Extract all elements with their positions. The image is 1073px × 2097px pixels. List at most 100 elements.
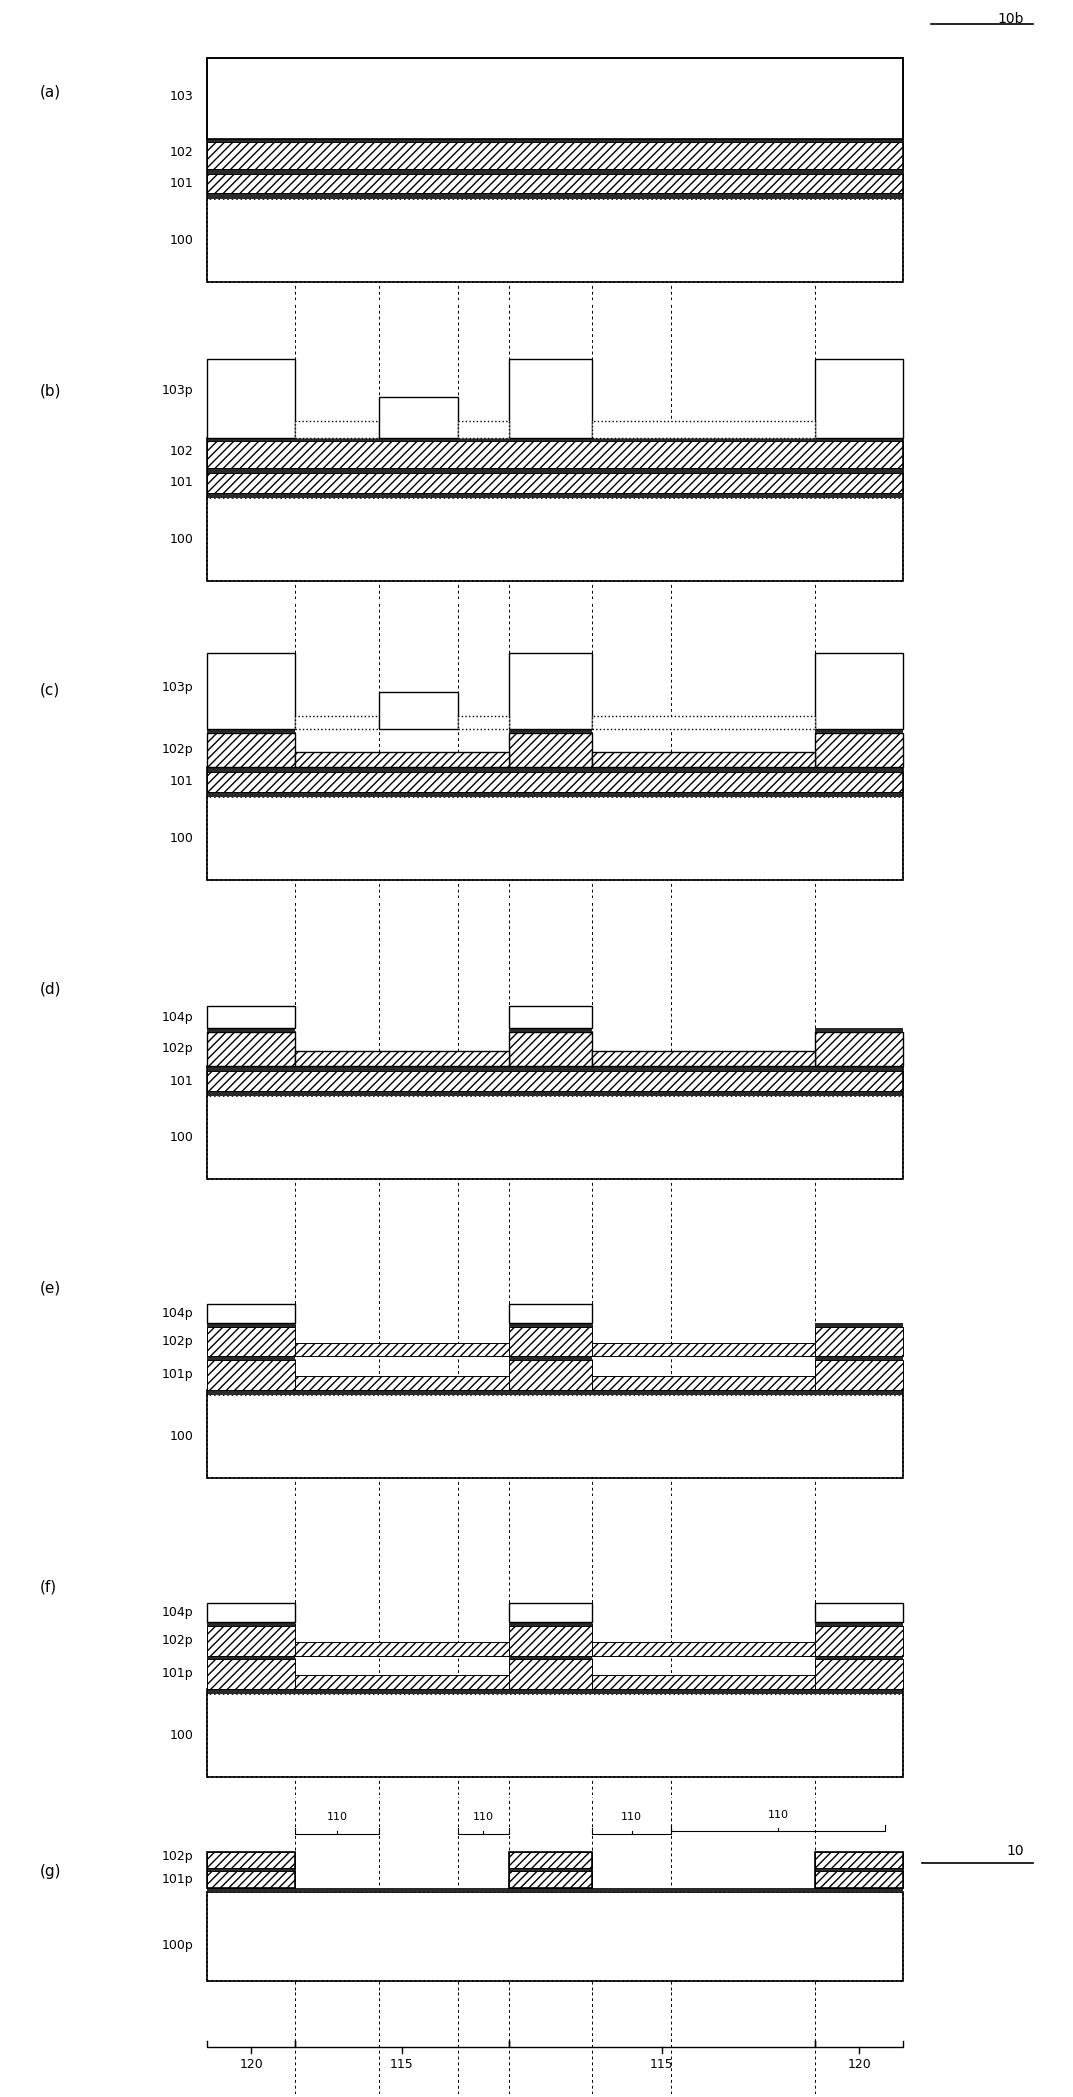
Bar	[207, 1659, 295, 1688]
Bar	[207, 438, 903, 581]
Bar	[509, 1304, 592, 1323]
Text: 100: 100	[170, 533, 193, 545]
Bar	[207, 193, 903, 199]
Bar	[207, 1688, 903, 1694]
Bar	[815, 730, 903, 732]
Bar	[815, 1357, 903, 1361]
Text: 100: 100	[170, 1130, 193, 1145]
Bar	[815, 1361, 903, 1390]
Bar	[207, 1007, 295, 1028]
Text: 102: 102	[170, 147, 193, 159]
Bar	[207, 59, 903, 138]
Bar	[815, 732, 903, 768]
Bar	[295, 1376, 509, 1390]
Text: 100: 100	[170, 235, 193, 247]
Bar	[295, 1642, 509, 1655]
Text: 10: 10	[1006, 1843, 1024, 1858]
Bar	[509, 1361, 592, 1390]
Text: 110: 110	[472, 1812, 494, 1822]
Bar	[207, 59, 903, 281]
Text: 120: 120	[239, 2057, 263, 2072]
Bar	[207, 1852, 295, 1868]
Bar	[207, 1623, 295, 1625]
Bar	[509, 1852, 592, 1868]
Bar	[295, 1051, 509, 1065]
Bar	[815, 654, 903, 730]
Bar	[207, 1097, 903, 1179]
Text: 101p: 101p	[161, 1873, 193, 1885]
Bar	[815, 1852, 903, 1887]
Bar	[457, 421, 509, 438]
Bar	[207, 1028, 295, 1032]
Bar	[509, 1655, 592, 1659]
Text: 110: 110	[326, 1812, 348, 1822]
Bar	[815, 1602, 903, 1623]
Bar	[207, 199, 903, 281]
Bar	[207, 1361, 295, 1390]
Bar	[207, 1395, 903, 1478]
Bar	[207, 1327, 295, 1357]
Bar	[815, 1868, 903, 1871]
Bar	[207, 1625, 295, 1655]
Bar	[509, 1871, 592, 1887]
Bar	[592, 421, 815, 438]
Text: (c): (c)	[40, 682, 60, 698]
Bar	[509, 1852, 592, 1887]
Text: 101: 101	[170, 476, 193, 489]
Bar	[207, 768, 903, 881]
Text: 102p: 102p	[161, 742, 193, 757]
Text: 102p: 102p	[161, 1336, 193, 1348]
Text: 101p: 101p	[161, 1369, 193, 1382]
Bar	[295, 421, 379, 438]
Bar	[509, 1323, 592, 1327]
Bar	[509, 1007, 592, 1028]
Bar	[207, 438, 903, 440]
Bar	[815, 1323, 903, 1327]
Bar	[207, 168, 903, 174]
Bar	[815, 1871, 903, 1887]
Text: 104p: 104p	[161, 1011, 193, 1023]
Bar	[592, 1676, 815, 1688]
Text: (a): (a)	[40, 84, 61, 99]
Bar	[207, 1655, 295, 1659]
Bar	[207, 474, 903, 493]
Text: 115: 115	[650, 2057, 674, 2072]
Bar	[509, 359, 592, 438]
Text: (f): (f)	[40, 1579, 57, 1594]
Text: 102: 102	[170, 445, 193, 457]
Bar	[509, 1028, 592, 1032]
Bar	[592, 753, 815, 768]
Text: 100p: 100p	[161, 1940, 193, 1952]
Bar	[207, 1887, 903, 1891]
Bar	[509, 1357, 592, 1361]
Text: 102p: 102p	[161, 1850, 193, 1864]
Bar	[207, 1065, 903, 1072]
Bar	[207, 1304, 295, 1323]
Text: 115: 115	[389, 2057, 414, 2072]
Bar	[509, 1602, 592, 1623]
Bar	[379, 398, 457, 438]
Bar	[379, 692, 457, 730]
Bar	[509, 1868, 592, 1871]
Bar	[207, 1891, 903, 1982]
Bar	[592, 1376, 815, 1390]
Bar	[207, 1871, 295, 1887]
Text: 101p: 101p	[161, 1667, 193, 1680]
Text: 104p: 104p	[161, 1306, 193, 1321]
Bar	[295, 1342, 509, 1357]
Text: 120: 120	[848, 2057, 871, 2072]
Bar	[207, 1891, 903, 1982]
Bar	[815, 1659, 903, 1688]
Bar	[509, 1623, 592, 1625]
Bar	[815, 1623, 903, 1625]
Bar	[509, 730, 592, 732]
Bar	[207, 493, 903, 497]
Text: (g): (g)	[40, 1864, 61, 1879]
Text: 103p: 103p	[161, 384, 193, 396]
Bar	[207, 1868, 295, 1871]
Bar	[815, 359, 903, 438]
Bar	[295, 753, 509, 768]
Bar	[295, 715, 379, 730]
Bar	[207, 791, 903, 797]
Bar	[815, 1028, 903, 1032]
